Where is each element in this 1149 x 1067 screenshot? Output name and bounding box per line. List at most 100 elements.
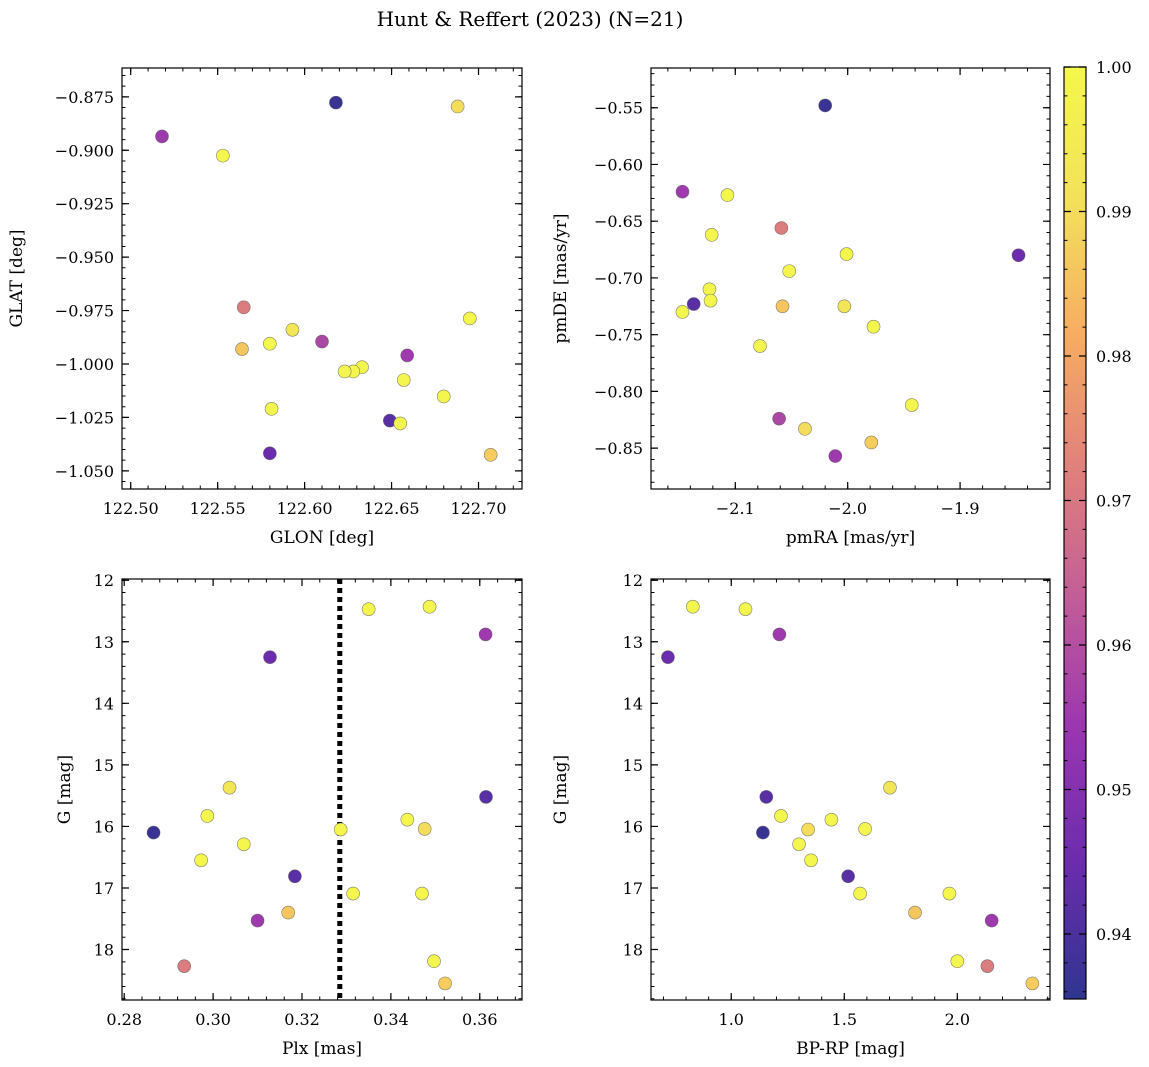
- y-tick-label: −0.85: [594, 439, 643, 458]
- data-point: [675, 305, 690, 319]
- data-point: [263, 446, 277, 461]
- scatter-panel-1: 122.50 122.55 122.60 122.65 122.70 −0.875 −0.9…: [7, 67, 523, 548]
- minor-ticks: [122, 579, 522, 1000]
- data-point: [235, 342, 249, 356]
- data-point: [703, 293, 718, 308]
- y-tick-label: −1.025: [55, 408, 114, 427]
- colorbar-tick-label: 0.99: [1096, 202, 1132, 221]
- data-point: [942, 886, 957, 901]
- figure-title: Hunt & Reffert (2023) (N=21): [377, 7, 684, 31]
- data-point: [438, 976, 452, 991]
- y-axis-label: GLAT [deg]: [7, 229, 27, 327]
- y-tick-label: 16: [94, 817, 114, 836]
- data-point: [782, 264, 797, 278]
- data-point: [950, 954, 965, 969]
- data-point: [177, 959, 192, 973]
- y-tick-label: 17: [94, 879, 114, 898]
- data-point: [738, 602, 753, 616]
- y-tick-label: 13: [94, 633, 114, 652]
- data-point: [864, 435, 879, 450]
- major-ticks: [651, 68, 1050, 489]
- scatter-panel-4: 1.0 1.5 2.0 12 13 14 15 16 17 18 BP-RP [mag] G [mag…: [551, 571, 1051, 1059]
- data-point: [216, 148, 230, 163]
- data-point: [837, 299, 852, 314]
- y-tick-label: −0.975: [55, 302, 114, 321]
- data-point: [333, 822, 348, 837]
- data-point: [329, 95, 343, 110]
- data-point: [436, 389, 451, 404]
- y-axis-label: G [mag]: [551, 755, 571, 824]
- data-point: [883, 780, 897, 795]
- y-tick-label: −0.55: [594, 99, 643, 118]
- data-point: [479, 790, 493, 804]
- x-tick-label: −2.0: [828, 499, 867, 518]
- colorbar-tick-label: 0.96: [1096, 636, 1132, 655]
- y-tick-label: −1.050: [55, 462, 114, 481]
- data-point: [1025, 976, 1040, 991]
- y-tick-label: −0.900: [55, 141, 114, 160]
- plot-frame: [650, 578, 1051, 1001]
- data-point: [661, 650, 675, 664]
- data-point: [478, 627, 493, 642]
- x-tick-label: 122.65: [364, 499, 420, 518]
- data-point: [400, 812, 415, 827]
- x-tick-label: 0.36: [462, 1010, 498, 1029]
- data-point: [756, 825, 770, 840]
- data-point: [222, 780, 237, 795]
- y-tick-label: 18: [94, 941, 114, 960]
- data-point: [236, 300, 251, 315]
- data-point: [720, 188, 735, 202]
- major-ticks: [122, 579, 522, 1000]
- data-point: [853, 886, 867, 901]
- y-tick-label: −1.000: [55, 355, 114, 374]
- data-point: [772, 627, 787, 642]
- x-tick-label: 122.60: [277, 499, 333, 518]
- data-point: [686, 297, 701, 311]
- y-axis-label: G [mag]: [55, 755, 75, 824]
- data-point: [236, 837, 251, 852]
- major-ticks: [651, 579, 1050, 1000]
- data-point: [866, 319, 881, 334]
- data-point: [146, 825, 161, 840]
- data-point: [839, 247, 854, 261]
- x-tick-label: 0.28: [106, 1010, 142, 1029]
- data-point: [263, 336, 277, 351]
- data-point: [288, 869, 302, 884]
- data-point: [824, 812, 839, 827]
- data-point: [396, 373, 411, 387]
- data-point: [194, 853, 208, 868]
- y-tick-label: 14: [623, 694, 643, 713]
- y-tick-label: −0.80: [594, 382, 643, 401]
- y-tick-label: 18: [623, 941, 643, 960]
- x-tick-label: 1.0: [719, 1010, 744, 1029]
- data-point: [400, 348, 415, 363]
- colorbar-tick-label: 0.95: [1096, 780, 1132, 799]
- data-point: [798, 422, 812, 436]
- colorbar-tick-label: 0.97: [1096, 491, 1132, 510]
- data-point: [702, 282, 717, 297]
- data-point: [774, 221, 789, 235]
- colorbar-tick-label: 0.94: [1096, 925, 1132, 944]
- x-axis-label: pmRA [mas/yr]: [786, 528, 915, 548]
- data-point: [361, 602, 376, 616]
- minor-ticks: [651, 68, 1050, 489]
- data-point: [422, 599, 437, 614]
- scatter-panel-2: −2.1 −2.0 −1.9 −0.55 −0.60 −0.65 −0.70 −0.75 −0.…: [551, 67, 1051, 548]
- data-point: [984, 913, 999, 928]
- data-point: [281, 905, 296, 920]
- y-tick-label: 15: [94, 756, 114, 775]
- data-point: [415, 886, 429, 901]
- data-point: [285, 322, 300, 337]
- x-tick-label: 122.55: [190, 499, 246, 518]
- y-tick-label: −0.875: [55, 88, 114, 107]
- colorbar-tick-label: 0.98: [1096, 347, 1132, 366]
- y-tick-label: 15: [623, 756, 643, 775]
- x-tick-label: 122.70: [451, 499, 507, 518]
- data-point: [686, 599, 700, 614]
- x-axis-label: Plx [mas]: [282, 1039, 362, 1059]
- y-tick-label: −0.75: [594, 326, 643, 345]
- y-axis-label: pmDE [mas/yr]: [551, 213, 571, 343]
- data-point: [858, 822, 872, 836]
- plot-frame: [650, 67, 1051, 490]
